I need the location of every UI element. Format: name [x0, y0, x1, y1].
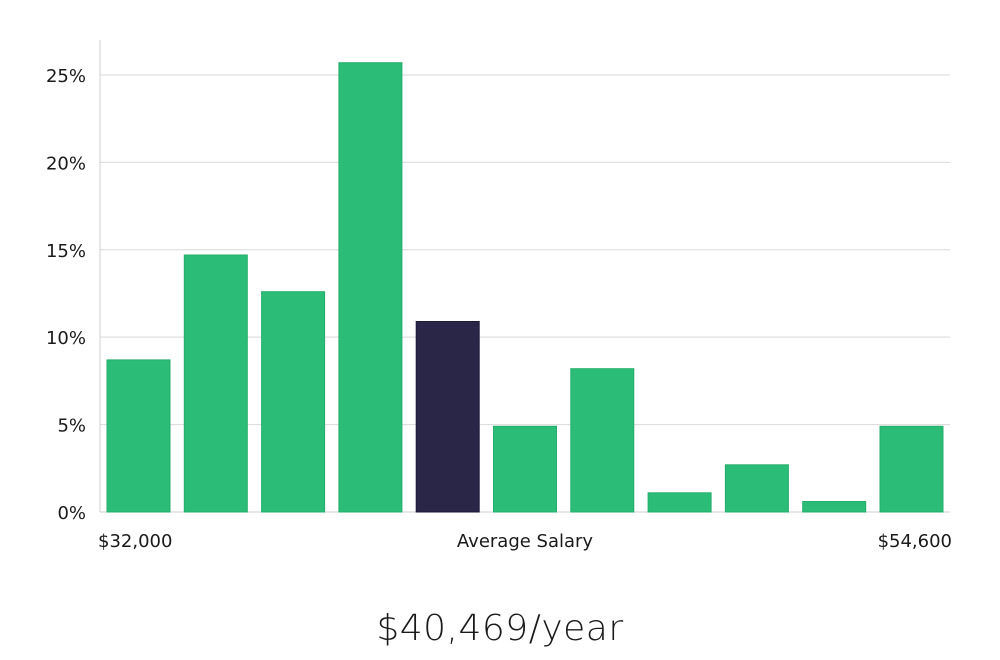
bar	[338, 62, 403, 513]
y-tick-labels: 0% 5% 10% 15% 20% 25%	[46, 66, 86, 524]
bar	[724, 464, 789, 513]
bar-highlight	[415, 321, 480, 513]
y-tick-label-10: 10%	[46, 328, 86, 349]
x-axis-labels: $32,000 Average Salary $54,600	[98, 531, 952, 552]
bars	[106, 62, 944, 513]
bar	[493, 425, 557, 513]
bar	[647, 492, 712, 513]
x-max-label: $54,600	[878, 531, 952, 552]
y-tick-label-15: 15%	[46, 241, 86, 262]
bar	[106, 359, 171, 513]
average-salary-headline: $40,469/year	[376, 608, 624, 649]
bar	[183, 254, 248, 513]
y-tick-label-5: 5%	[57, 416, 86, 437]
x-min-label: $32,000	[98, 531, 172, 552]
bar	[879, 425, 944, 513]
bar	[570, 368, 635, 513]
x-axis-title: Average Salary	[457, 531, 594, 552]
y-tick-label-25: 25%	[46, 66, 86, 87]
y-tick-label-0: 0%	[57, 503, 86, 524]
y-tick-label-20: 20%	[46, 153, 86, 174]
bar	[802, 501, 867, 513]
salary-histogram: 0% 5% 10% 15% 20% 25% $32,000 Average Salary …	[46, 40, 952, 552]
bar	[261, 291, 326, 513]
